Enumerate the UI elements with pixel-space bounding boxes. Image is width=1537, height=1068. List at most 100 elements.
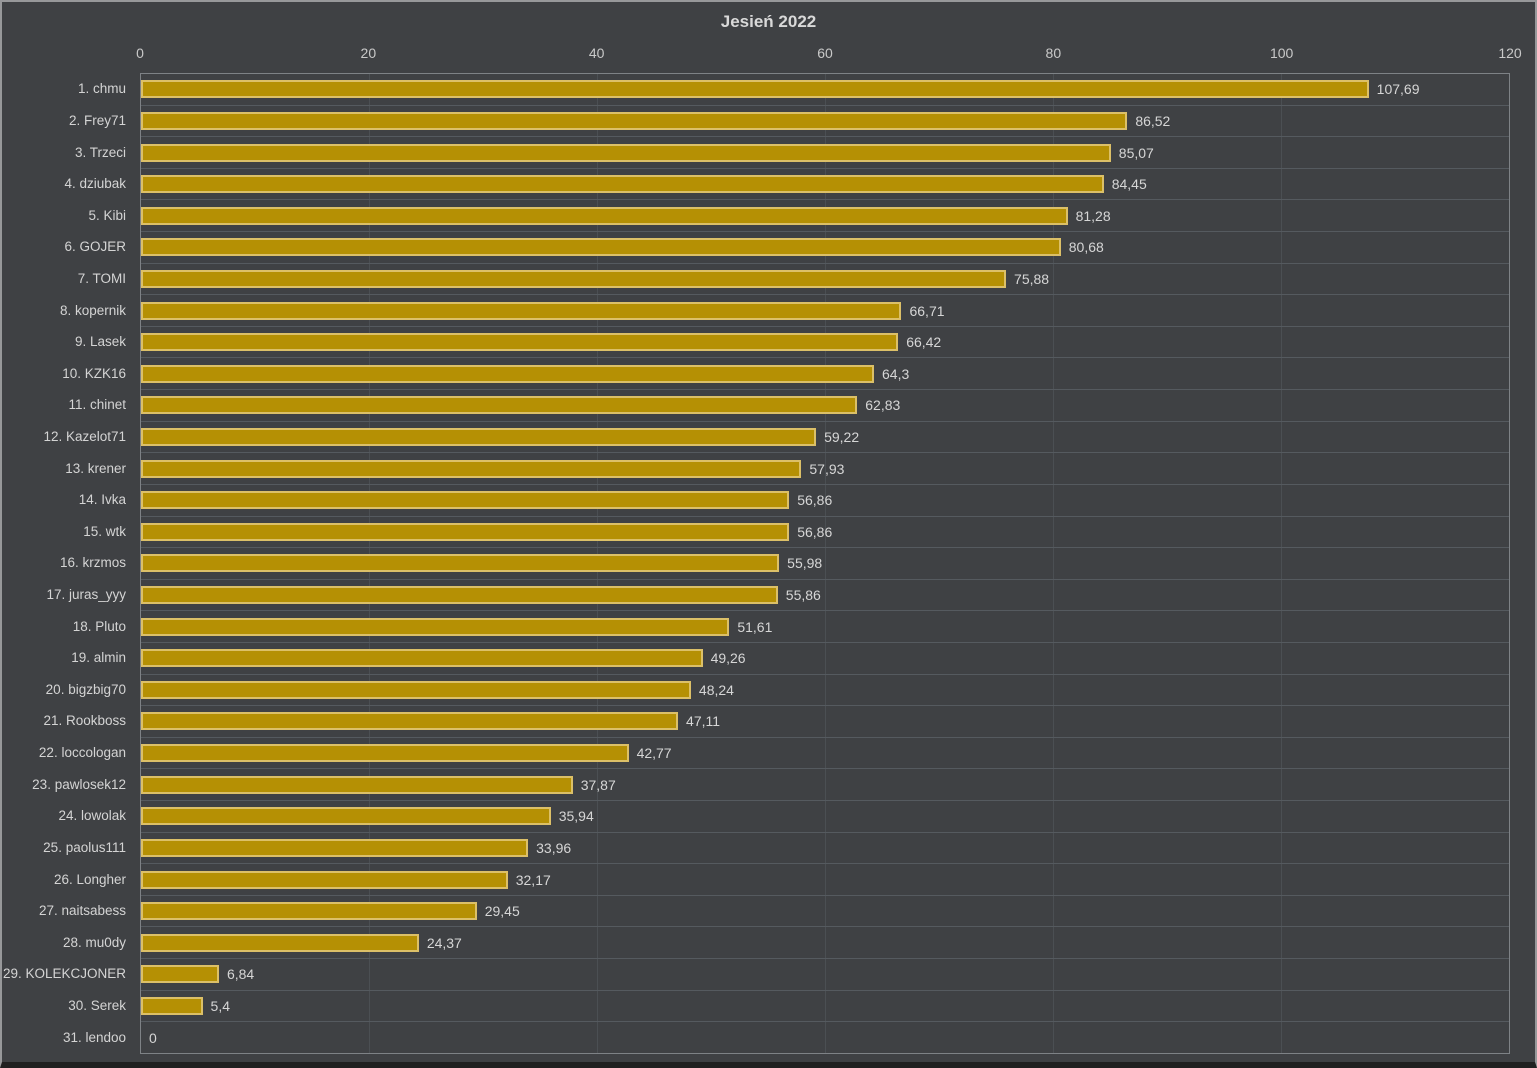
bar-value-label: 32,17 — [515, 871, 551, 888]
category-label: 16. krzmos — [59, 555, 126, 571]
category-label: 5. Kibi — [88, 207, 126, 223]
bar-row: 86,52 — [141, 106, 1509, 138]
bar-value-label: 47,11 — [686, 713, 721, 730]
bar[interactable] — [141, 491, 790, 510]
bar[interactable] — [141, 143, 1111, 162]
category-label: 28. mu0dy — [62, 934, 126, 950]
bar-row: 64,3 — [141, 358, 1509, 391]
bar[interactable] — [141, 301, 902, 320]
bar-value-label: 48,24 — [698, 681, 734, 698]
bar-rows: 107,69 86,52 85,07 84,45 81,28 80,68 75,88 66,7… — [141, 74, 1509, 1053]
category-label: 12. Kazelot71 — [43, 429, 126, 444]
bar-value-label: 84,45 — [1111, 176, 1147, 193]
bar-row: 62,83 — [141, 390, 1509, 422]
bar-value-label: 56,86 — [797, 523, 833, 540]
bar-row: 0 — [141, 1022, 1509, 1053]
x-axis-tick-label: 80 — [1045, 45, 1062, 61]
bar-value-label: 59,22 — [824, 429, 860, 445]
bar-row: 42,77 — [141, 738, 1509, 770]
category-label: 20. bigzbig70 — [45, 681, 126, 697]
category-label: 29. KOLEKCJONER — [2, 966, 126, 982]
category-label: 6. GOJER — [64, 239, 126, 255]
bar-row: 59,22 — [141, 422, 1509, 454]
bar[interactable] — [141, 269, 1007, 288]
x-axis-tick-label: 100 — [1269, 45, 1294, 61]
bar-row: 32,17 — [141, 864, 1509, 896]
bar[interactable] — [141, 965, 219, 984]
bar[interactable] — [141, 933, 419, 952]
category-label: 26. Longher — [53, 871, 126, 887]
bar-value-label: 85,07 — [1118, 144, 1154, 161]
bar[interactable] — [141, 459, 802, 478]
bar-value-label: 51,61 — [737, 618, 773, 635]
bar-value-label: 6,84 — [226, 966, 255, 983]
bar[interactable] — [141, 175, 1104, 194]
bar-row: 66,71 — [141, 295, 1509, 327]
bar-value-label: 62,83 — [865, 397, 901, 414]
bar-row: 81,28 — [141, 200, 1509, 233]
x-axis-ticks: 0 20 40 60 80 100 120 — [136, 45, 1522, 61]
bar[interactable] — [141, 902, 477, 921]
bar[interactable] — [141, 712, 679, 731]
x-axis-tick-label: 20 — [360, 45, 377, 61]
bar[interactable] — [141, 111, 1128, 130]
x-axis-tick-label: 40 — [588, 45, 605, 61]
bar-value-label: 29,45 — [484, 903, 520, 920]
bar-value-label: 35,94 — [558, 808, 594, 825]
bar-value-label: 75,88 — [1014, 270, 1050, 287]
bar-value-label: 37,87 — [580, 776, 616, 793]
category-label: 13. krener — [65, 460, 126, 476]
bar-row: 51,61 — [141, 611, 1509, 643]
bar[interactable] — [141, 996, 203, 1015]
bar[interactable] — [141, 744, 629, 763]
bar-row: 33,96 — [141, 833, 1509, 865]
bar-row: 107,69 — [141, 74, 1509, 106]
x-axis-tick-label: 60 — [817, 45, 833, 61]
category-label: 17. juras_yyy — [46, 587, 126, 603]
bar[interactable] — [141, 428, 817, 446]
bar[interactable] — [141, 870, 508, 889]
bar[interactable] — [141, 554, 780, 573]
bar[interactable] — [141, 80, 1369, 99]
category-label: 10. KZK16 — [62, 365, 126, 381]
bar-value-label: 81,28 — [1075, 207, 1111, 224]
bar[interactable] — [141, 649, 703, 668]
chart-title: Jesień 2022 — [720, 12, 817, 31]
bar[interactable] — [141, 396, 858, 415]
bar[interactable] — [141, 838, 529, 857]
x-axis-tick-label: 0 — [136, 45, 144, 61]
bar[interactable] — [141, 364, 875, 383]
bar[interactable] — [141, 617, 730, 636]
bar[interactable] — [141, 238, 1061, 257]
y-axis-category-labels: 1. chmu 2. Frey71 3. Trzeci 4. dziubak 5. Ki… — [2, 73, 126, 1053]
category-label: 7. TOMI — [77, 270, 126, 286]
category-label: 25. paolus111 — [43, 839, 126, 855]
bar-value-label: 64,3 — [882, 365, 910, 382]
bar-value-label: 24,37 — [426, 934, 462, 951]
category-label: 4. dziubak — [64, 176, 126, 192]
bar[interactable] — [141, 680, 691, 699]
category-label: 14. Ivka — [78, 492, 126, 508]
bar-value-label: 80,68 — [1068, 239, 1104, 256]
bar[interactable] — [141, 807, 551, 826]
bar-row: 49,26 — [141, 643, 1509, 675]
category-label: 8. kopernik — [59, 302, 126, 318]
bar-row: 56,86 — [141, 485, 1509, 517]
bar-row: 75,88 — [141, 264, 1509, 296]
bar[interactable] — [141, 775, 573, 794]
vertical-gridline — [1281, 74, 1282, 1053]
bar-row: 37,87 — [141, 769, 1509, 802]
bar-row: 5,4 — [141, 991, 1509, 1023]
bar[interactable] — [141, 206, 1068, 225]
bar[interactable] — [141, 522, 790, 541]
bar-value-label: 86,52 — [1135, 112, 1171, 129]
vertical-gridline — [825, 74, 826, 1053]
bar[interactable] — [141, 586, 778, 605]
bar-value-label: 55,86 — [785, 587, 821, 604]
bar[interactable] — [141, 333, 899, 352]
category-label: 21. Rookboss — [43, 713, 126, 729]
bar-value-label: 55,98 — [787, 555, 823, 572]
bar-value-label: 49,26 — [710, 650, 746, 667]
bar-row: 55,86 — [141, 580, 1509, 612]
